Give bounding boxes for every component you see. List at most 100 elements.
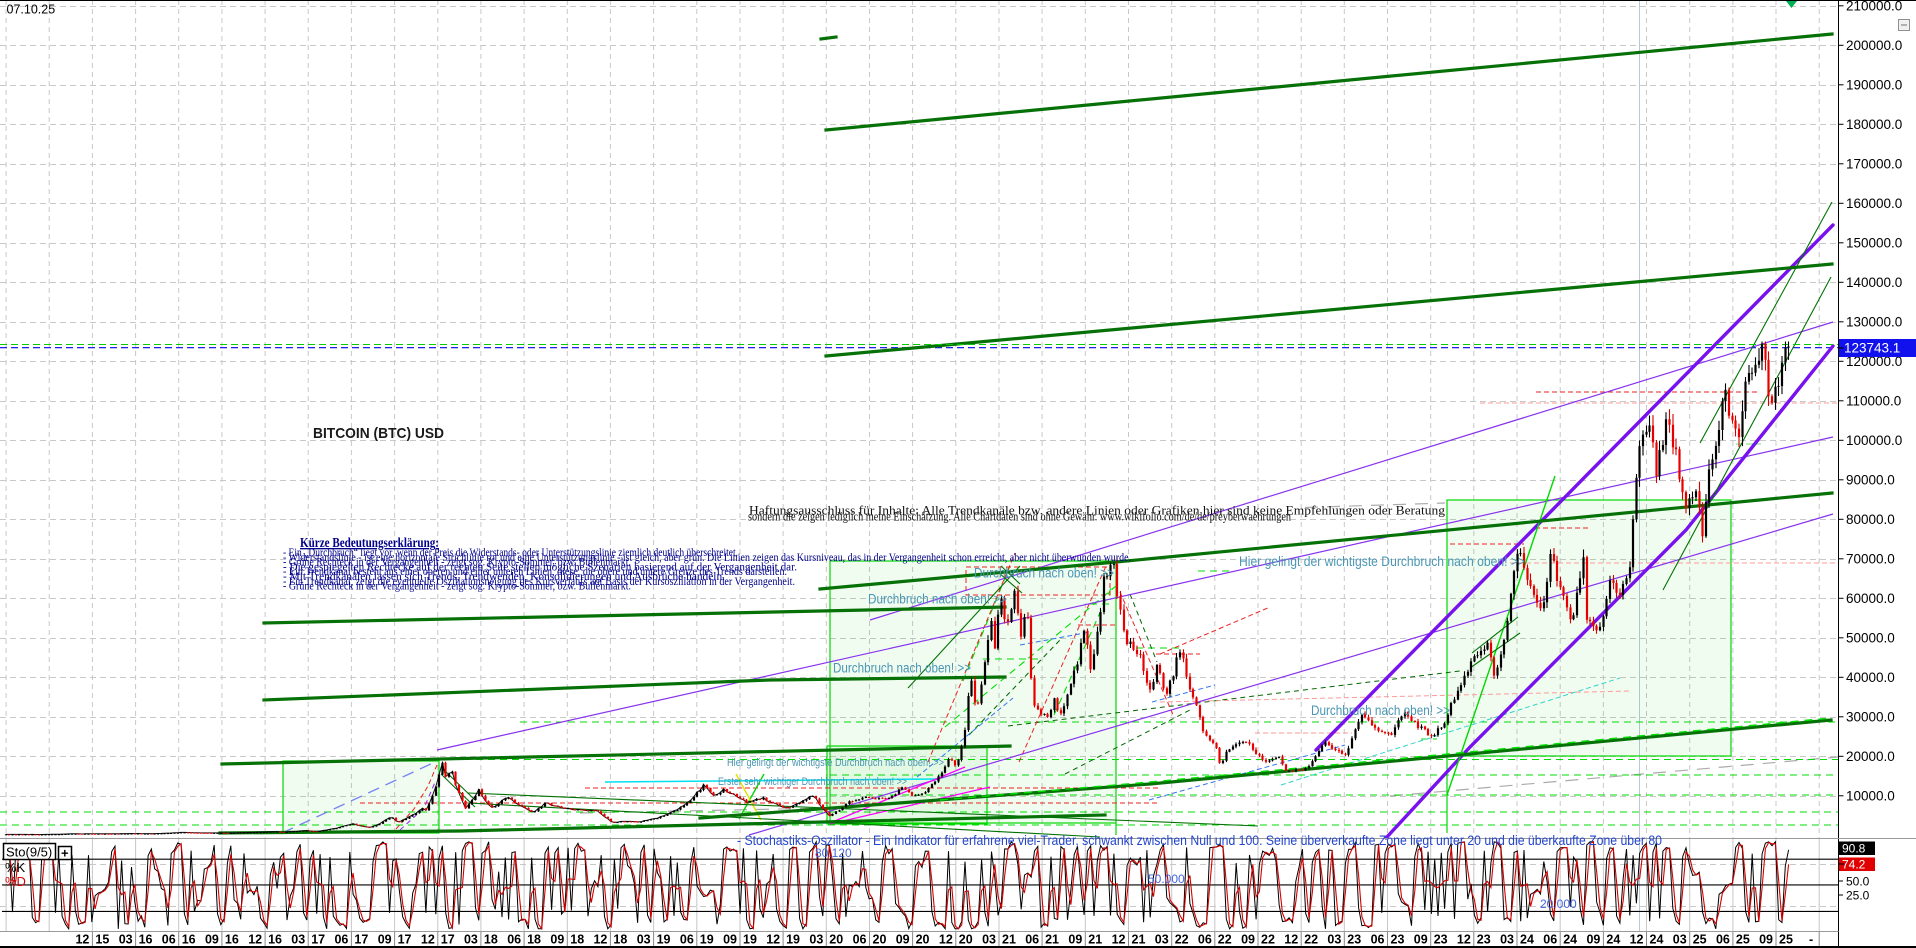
svg-text:60000.0: 60000.0: [1846, 591, 1895, 606]
svg-text:-: -: [1809, 933, 1813, 947]
svg-text:21: 21: [1002, 933, 1016, 947]
svg-text:17: 17: [311, 933, 325, 947]
svg-text:15: 15: [95, 933, 109, 947]
svg-text:03: 03: [1155, 933, 1169, 947]
svg-text:09: 09: [1759, 933, 1773, 947]
svg-text:123743.1: 123743.1: [1844, 341, 1900, 356]
svg-text:40000.0: 40000.0: [1846, 670, 1895, 685]
svg-text:18: 18: [613, 933, 627, 947]
svg-text:06: 06: [1716, 933, 1730, 947]
svg-text:21: 21: [1088, 933, 1102, 947]
svg-text:06: 06: [334, 933, 348, 947]
svg-text:17: 17: [398, 933, 412, 947]
svg-text:06: 06: [1543, 933, 1557, 947]
svg-text:- Ein Trendkanal besteht aus e: - Ein Trendkanal besteht aus einer obere…: [283, 566, 787, 578]
svg-text:06: 06: [1025, 933, 1039, 947]
svg-text:- Stochastiks-Oszillator - Ein: - Stochastiks-Oszillator - Ein Indikator…: [737, 833, 1662, 848]
svg-text:- Widerstandslinie - ist eine: - Widerstandslinie - ist eine horizontal…: [283, 552, 1131, 564]
svg-text:09: 09: [1068, 933, 1082, 947]
svg-text:24: 24: [1563, 933, 1577, 947]
svg-text:23: 23: [1391, 933, 1405, 947]
svg-text:80.120: 80.120: [815, 846, 852, 860]
svg-text:17: 17: [354, 933, 368, 947]
svg-text:- Grüne Rechteck in der Vergan: - Grüne Rechteck in der Vergangenheit - …: [283, 557, 631, 569]
svg-text:12: 12: [939, 933, 953, 947]
svg-text:06: 06: [1371, 933, 1385, 947]
svg-text:19: 19: [700, 933, 714, 947]
svg-text:74.2: 74.2: [1842, 858, 1866, 872]
svg-text:22: 22: [1175, 933, 1189, 947]
svg-text:50000.0: 50000.0: [1846, 630, 1895, 645]
svg-text:18: 18: [484, 933, 498, 947]
svg-text:25.0: 25.0: [1846, 889, 1870, 903]
svg-text:16: 16: [268, 933, 282, 947]
svg-text:25: 25: [1736, 933, 1750, 947]
svg-text:03: 03: [637, 933, 651, 947]
svg-text:sondern die zeigen lediglich m: sondern die zeigen lediglich meine Einsc…: [748, 509, 1291, 524]
svg-text:07.10.25: 07.10.25: [7, 3, 56, 17]
svg-text:12: 12: [248, 933, 262, 947]
svg-text:19: 19: [657, 933, 671, 947]
svg-text:23: 23: [1434, 933, 1448, 947]
svg-text:16: 16: [225, 933, 239, 947]
svg-text:06: 06: [853, 933, 867, 947]
svg-text:Durchbruch nach oben! >>: Durchbruch nach oben! >>: [974, 566, 1114, 581]
svg-text:09: 09: [896, 933, 910, 947]
svg-text:Kürze Bedeutungserklärung:: Kürze Bedeutungserklärung:: [300, 535, 439, 550]
svg-text:06: 06: [507, 933, 521, 947]
svg-text:Durchbruch nach oben! >>: Durchbruch nach oben! >>: [1311, 703, 1450, 718]
svg-text:%D: %D: [5, 874, 26, 889]
svg-text:180000.0: 180000.0: [1846, 117, 1902, 132]
svg-text:190000.0: 190000.0: [1846, 77, 1902, 92]
svg-text:06: 06: [1198, 933, 1212, 947]
svg-text:09: 09: [1586, 933, 1600, 947]
svg-text:22: 22: [1261, 933, 1275, 947]
svg-text:110000.0: 110000.0: [1846, 393, 1901, 408]
svg-text:09: 09: [1241, 933, 1255, 947]
svg-text:12: 12: [766, 933, 780, 947]
svg-text:- Mit Trendkanälen lassen sich: - Mit Trendkanälen lassen sich Trends, T…: [283, 571, 725, 583]
svg-text:21: 21: [1045, 933, 1059, 947]
svg-text:03: 03: [119, 933, 133, 947]
svg-text:18: 18: [527, 933, 541, 947]
svg-text:Durchbruch nach oben! >>: Durchbruch nach oben! >>: [833, 661, 971, 676]
svg-text:06: 06: [162, 933, 176, 947]
svg-text:12: 12: [75, 933, 89, 947]
svg-text:12: 12: [1457, 933, 1471, 947]
svg-text:160000.0: 160000.0: [1846, 196, 1902, 211]
svg-text:22: 22: [1218, 933, 1232, 947]
svg-text:21: 21: [1132, 933, 1146, 947]
svg-text:70000.0: 70000.0: [1846, 551, 1895, 566]
svg-text:130000.0: 130000.0: [1846, 314, 1902, 329]
svg-text:12: 12: [1630, 933, 1644, 947]
svg-text:170000.0: 170000.0: [1846, 156, 1902, 171]
svg-text:120000.0: 120000.0: [1846, 354, 1902, 369]
svg-text:16: 16: [139, 933, 153, 947]
svg-text:09: 09: [550, 933, 564, 947]
svg-text:- Grüne Rechteck in der Vergan: - Grüne Rechteck in der Vergangenheit - …: [283, 581, 631, 593]
svg-text:06: 06: [680, 933, 694, 947]
svg-text:80000.0: 80000.0: [1846, 512, 1895, 527]
svg-text:Durchbruch nach oben! >>: Durchbruch nach oben! >>: [868, 592, 1007, 607]
svg-text:90.8: 90.8: [1842, 842, 1866, 856]
svg-text:+: +: [61, 846, 69, 861]
svg-text:23: 23: [1347, 933, 1361, 947]
svg-text:12: 12: [421, 933, 435, 947]
svg-text:19: 19: [743, 933, 757, 947]
svg-text:12: 12: [1112, 933, 1126, 947]
svg-text:24: 24: [1520, 933, 1534, 947]
svg-text:24: 24: [1606, 933, 1620, 947]
svg-text:22: 22: [1304, 933, 1318, 947]
svg-text:03: 03: [1500, 933, 1514, 947]
svg-text:90000.0: 90000.0: [1846, 472, 1895, 487]
svg-text:100000.0: 100000.0: [1846, 433, 1902, 448]
svg-text:10000.0: 10000.0: [1846, 788, 1895, 803]
svg-text:17: 17: [441, 933, 455, 947]
svg-text:140000.0: 140000.0: [1846, 275, 1902, 290]
svg-text:09: 09: [723, 933, 737, 947]
svg-text:03: 03: [1327, 933, 1341, 947]
svg-text:03: 03: [982, 933, 996, 947]
svg-text:20: 20: [959, 933, 973, 947]
svg-text:150000.0: 150000.0: [1846, 235, 1902, 250]
svg-text:12: 12: [1284, 933, 1298, 947]
